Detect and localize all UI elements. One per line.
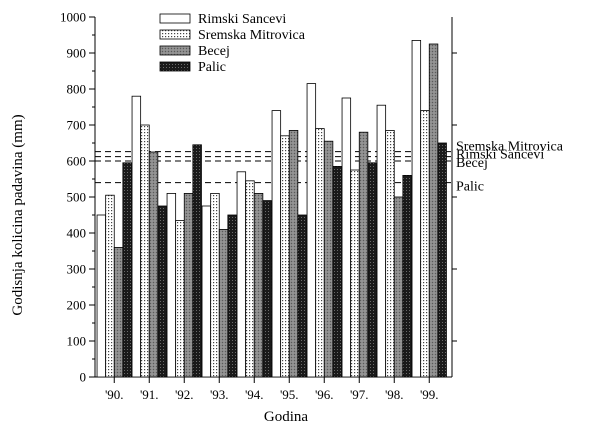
y-tick-label: 1000 xyxy=(60,10,86,25)
bar-becej xyxy=(253,192,264,378)
bar-rimski-sancevi xyxy=(411,40,422,378)
right-axis xyxy=(452,52,457,342)
legend-swatch xyxy=(159,61,191,72)
bar-palic xyxy=(367,162,377,378)
legend-swatch xyxy=(159,13,191,24)
x-tick-label: '91. xyxy=(140,387,159,402)
legend-label: Palic xyxy=(198,60,226,75)
x-tick-label: '92. xyxy=(175,387,194,402)
bar-sremska-mitrovica xyxy=(175,219,185,378)
bar-rimski-sancevi xyxy=(166,192,177,378)
bar-becej xyxy=(428,43,439,378)
legend-swatch xyxy=(159,29,191,40)
bar-becej xyxy=(393,196,404,378)
y-axis-title: Godisnja kolicina padavina (mm) xyxy=(10,114,26,315)
x-tick-label: '97. xyxy=(350,387,369,402)
bar-becej xyxy=(148,151,159,378)
bars xyxy=(96,40,447,378)
bar-rimski-sancevi xyxy=(236,171,247,378)
bar-palic xyxy=(157,205,167,378)
bar-rimski-sancevi xyxy=(376,104,387,378)
bar-becej xyxy=(288,129,299,378)
bar-sremska-mitrovica xyxy=(315,128,325,378)
y-tick-label: 500 xyxy=(67,190,87,205)
reference-line-label: Becej xyxy=(456,156,488,171)
x-tick-label: '93. xyxy=(210,387,229,402)
bar-rimski-sancevi xyxy=(341,97,352,378)
y-tick-label: 400 xyxy=(67,226,87,241)
y-axis: 0 100 200 300 400 500 600 700 800 900 1000 xyxy=(60,10,95,385)
bar-palic xyxy=(192,144,202,378)
bar-rimski-sancevi xyxy=(96,214,107,378)
y-tick-label: 300 xyxy=(67,262,87,277)
x-tick-label: '95. xyxy=(280,387,299,402)
y-tick-label: 800 xyxy=(67,82,87,97)
bar-becej xyxy=(183,192,194,378)
x-tick-label: '99. xyxy=(420,387,439,402)
bar-sremska-mitrovica xyxy=(280,135,290,378)
bar-rimski-sancevi xyxy=(306,83,317,378)
bar-palic xyxy=(402,174,412,378)
reference-line-label: Palic xyxy=(456,180,484,195)
y-tick-label: 100 xyxy=(67,334,87,349)
bar-palic xyxy=(437,142,447,378)
reference-line-label: Rimski Sancevi xyxy=(456,148,544,163)
bar-sremska-mitrovica xyxy=(105,194,115,378)
bar-rimski-sancevi xyxy=(271,110,282,378)
legend-label: Rimski Sancevi xyxy=(198,12,286,27)
bar-rimski-sancevi xyxy=(201,205,212,378)
legend-label: Sremska Mitrovica xyxy=(198,28,306,43)
bar-palic xyxy=(297,214,307,378)
bar-rimski-sancevi xyxy=(131,95,142,378)
bar-sremska-mitrovica xyxy=(385,129,395,378)
bar-becej xyxy=(358,131,369,378)
y-tick-label: 900 xyxy=(67,46,87,61)
bar-sremska-mitrovica xyxy=(245,180,255,378)
bar-becej xyxy=(323,140,334,378)
bar-sremska-mitrovica xyxy=(350,169,360,378)
bar-becej xyxy=(113,246,124,378)
bar-sremska-mitrovica xyxy=(140,124,150,378)
y-tick-label: 200 xyxy=(67,298,87,313)
x-tick-label: '98. xyxy=(385,387,404,402)
bar-palic xyxy=(122,162,132,378)
bar-sremska-mitrovica xyxy=(210,192,220,378)
reference-line-label: Sremska Mitrovica xyxy=(456,140,564,155)
bar-sremska-mitrovica xyxy=(420,110,430,378)
x-axis: '90. '91. '92. '93. '94. '95. '96. '97. '98. '99. xyxy=(105,377,439,402)
bar-becej xyxy=(218,228,229,378)
x-tick-label: '94. xyxy=(245,387,264,402)
legend-label: Becej xyxy=(198,44,230,59)
y-tick-label: 600 xyxy=(67,154,87,169)
bar-palic xyxy=(262,200,272,378)
x-tick-label: '96. xyxy=(315,387,334,402)
y-tick-label: 0 xyxy=(80,370,87,385)
y-tick-label: 700 xyxy=(67,118,87,133)
legend-swatch xyxy=(159,45,191,56)
x-tick-label: '90. xyxy=(105,387,124,402)
x-axis-title: Godina xyxy=(264,409,309,425)
bar-palic xyxy=(332,165,342,378)
bar-palic xyxy=(227,214,237,378)
